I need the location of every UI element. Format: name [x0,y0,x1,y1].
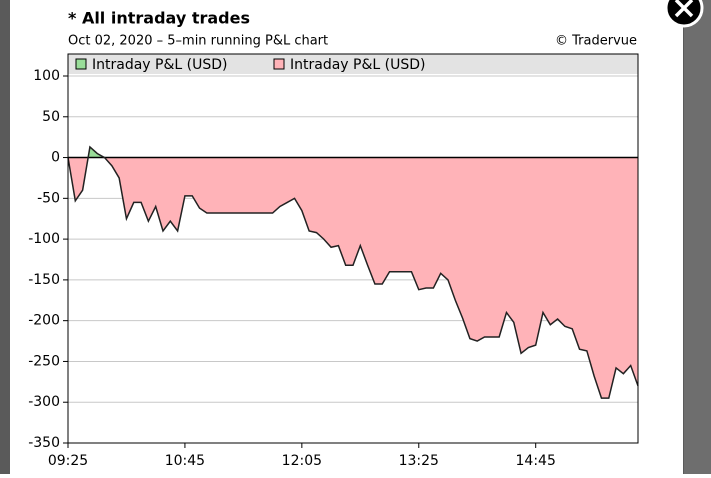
y-tick-label: 50 [42,109,60,125]
chart-credit: © Tradervue [555,34,637,49]
y-tick-label: 0 [51,150,60,166]
y-tick-label: -250 [28,353,60,369]
y-tick-label: -150 [28,272,60,288]
x-tick-label: 10:45 [165,453,205,469]
chart-title: * All intraday trades [68,9,250,28]
background-page [684,0,711,474]
plot-frame [67,53,639,444]
legend-label: Intraday P&L (USD) [92,57,227,73]
legend-bar [68,54,638,74]
area-negative [68,157,638,399]
close-icon[interactable] [674,0,694,18]
x-tick-label: 09:25 [48,453,88,469]
chart-subtitle: Oct 02, 2020 – 5–min running P&L chart [68,34,328,49]
legend-swatch [75,58,87,70]
legend-swatch [273,58,285,70]
y-tick-label: -300 [28,394,60,410]
close-button[interactable] [664,0,704,28]
y-tick-label: -200 [28,313,60,329]
y-tick-label: 100 [33,68,60,84]
x-tick-label: 12:05 [282,453,322,469]
legend-label: Intraday P&L (USD) [290,57,425,73]
pnl-line [67,145,639,399]
y-tick-label: -50 [37,190,60,206]
y-tick-label: -350 [28,435,60,451]
close-circle[interactable] [664,0,704,28]
y-tick-label: -100 [28,231,60,247]
x-tick-label: 13:25 [399,453,439,469]
x-tick-label: 14:45 [516,453,556,469]
